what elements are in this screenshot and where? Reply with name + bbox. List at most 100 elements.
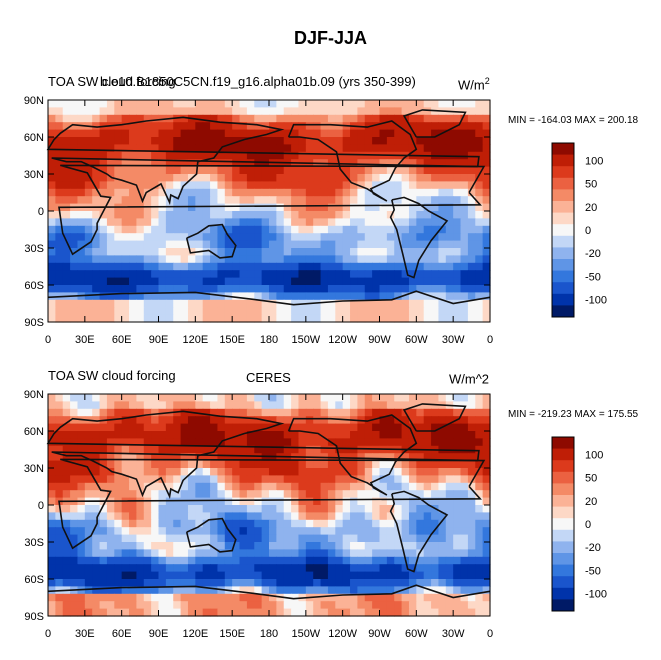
map-cell: [232, 255, 241, 264]
map-cell: [342, 107, 351, 116]
map-cell: [165, 586, 174, 595]
map-cell: [350, 579, 358, 587]
map-cell: [77, 240, 86, 249]
map-cell: [401, 453, 410, 462]
map-cell: [305, 542, 314, 550]
map-cell: [475, 556, 484, 565]
map-cell: [114, 475, 123, 484]
map-cell: [291, 564, 300, 573]
map-cell: [224, 203, 233, 212]
map-cell: [416, 277, 425, 286]
map-cell: [298, 416, 307, 425]
map-cell: [158, 100, 167, 108]
map-cell: [372, 468, 381, 476]
map-cell: [357, 534, 366, 543]
x-tick-label: 90W: [368, 628, 391, 640]
map-cell: [210, 114, 219, 123]
map-cell: [335, 248, 344, 256]
panel2-units-text: W/m^2: [449, 371, 490, 387]
map-cell: [327, 233, 336, 242]
map-cell: [70, 314, 79, 323]
map-cell: [77, 151, 86, 160]
map-cell: [180, 401, 189, 410]
map-cell: [372, 203, 381, 212]
map-cell: [224, 445, 233, 454]
map-cell: [48, 549, 56, 558]
map-cell: [460, 579, 469, 587]
map-cell: [401, 431, 410, 439]
map-cell: [77, 519, 86, 528]
map-cell: [114, 401, 123, 410]
map-cell: [62, 608, 71, 617]
map-cell: [77, 248, 86, 256]
map-cell: [217, 534, 226, 543]
map-cell: [224, 468, 233, 476]
map-cell: [438, 408, 447, 417]
map-cell: [84, 151, 93, 160]
map-cell: [158, 423, 167, 432]
map-cell: [320, 519, 329, 528]
map-cell: [173, 299, 182, 308]
map-cell: [394, 129, 403, 138]
map-cell: [254, 482, 263, 491]
map-cell: [224, 144, 233, 153]
map-cell: [350, 211, 358, 219]
map-cell: [305, 122, 314, 131]
map-cell: [136, 556, 145, 565]
map-cell: [173, 608, 182, 617]
map-cell: [232, 277, 241, 286]
map-cell: [453, 211, 462, 219]
map-cell: [372, 225, 381, 234]
map-cell: [357, 490, 366, 499]
map-cell: [335, 416, 344, 425]
x-tick-label: 120E: [182, 628, 208, 640]
map-cell: [239, 482, 248, 491]
map-cell: [173, 307, 182, 316]
map-cell: [106, 159, 115, 168]
map-cell: [261, 497, 270, 506]
map-cell: [173, 188, 182, 197]
map-cell: [239, 453, 248, 462]
map-cell: [291, 233, 300, 242]
map-cell: [217, 262, 226, 271]
map-cell: [151, 218, 160, 227]
map-cell: [291, 285, 300, 293]
map-cell: [48, 394, 56, 402]
map-cell: [401, 601, 410, 610]
map-cell: [423, 277, 432, 286]
map-cell: [62, 490, 71, 499]
colorbar-tick-label: -50: [585, 565, 601, 577]
map-cell: [224, 579, 233, 587]
map-cell: [401, 129, 410, 138]
map-cell: [445, 166, 454, 175]
map-cell: [305, 188, 314, 197]
map-cell: [195, 593, 204, 602]
map-cell: [151, 564, 160, 573]
map-cell: [99, 129, 108, 138]
map-cell: [475, 460, 484, 469]
map-cell: [291, 579, 300, 587]
map-cell: [217, 174, 226, 182]
map-cell: [210, 519, 219, 528]
map-cell: [475, 394, 484, 402]
map-cell: [202, 107, 211, 116]
map-cell: [372, 100, 381, 108]
map-cell: [62, 196, 71, 205]
map-cell: [210, 505, 219, 513]
map-cell: [210, 137, 219, 145]
map-cell: [165, 394, 174, 402]
map-cell: [143, 144, 152, 153]
map-cell: [217, 445, 226, 454]
map-cell: [48, 174, 56, 182]
map-cell: [305, 505, 314, 513]
map-cell: [305, 519, 314, 528]
map-cell: [180, 262, 189, 271]
map-cell: [187, 601, 196, 610]
map-cell: [77, 468, 86, 476]
map-cell: [114, 129, 123, 138]
map-cell: [187, 416, 196, 425]
map-cell: [224, 534, 233, 543]
map-cell: [386, 314, 395, 323]
coastline: [47, 584, 491, 600]
colorbar-swatch: [552, 270, 574, 283]
